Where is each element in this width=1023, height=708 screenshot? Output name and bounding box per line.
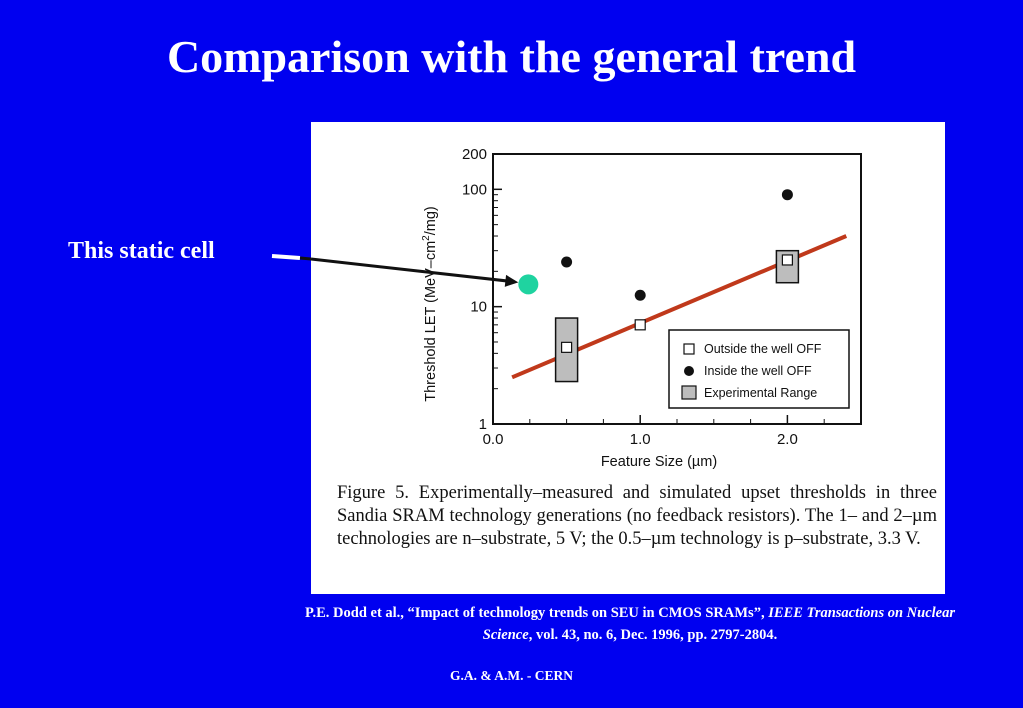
legend-circle-marker	[684, 366, 694, 376]
y-tick-label: 200	[462, 146, 487, 163]
y-tick-label: 10	[470, 299, 487, 316]
inside-well-point	[781, 189, 793, 201]
arrow-joint	[299, 256, 312, 261]
outside-well-point	[561, 341, 573, 353]
arrow-lead	[271, 254, 301, 260]
legend-range-marker	[681, 385, 697, 400]
annotation-label: This static cell	[68, 238, 215, 264]
inside-well-point	[561, 256, 573, 268]
legend-square-marker	[683, 343, 695, 355]
x-tick-label: 0.0	[483, 431, 504, 448]
legend-label: Experimental Range	[704, 386, 817, 400]
citation: P.E. Dodd et al., “Impact of technology …	[300, 602, 960, 646]
outside-well-point	[781, 254, 793, 266]
figure-caption: Figure 5. Experimentally–measured and si…	[337, 483, 937, 549]
legend-label: Outside the well OFF	[704, 342, 822, 356]
slide-title: Comparison with the general trend	[166, 31, 857, 82]
citation-details: , vol. 43, no. 6, Dec. 1996, pp. 2797-28…	[528, 627, 778, 643]
y-axis-label: Threshold LET (MeV–cm2/mg)	[421, 206, 439, 401]
y-tick-label: 100	[462, 181, 487, 198]
figure-panel: 1 10 100 200 0.0 1.0 2.0 Outside the well OFF I…	[311, 122, 945, 594]
outside-well-point	[634, 319, 646, 331]
x-tick-label: 1.0	[630, 431, 651, 448]
citation-journal: IEEE Transactions on Nuclear Science	[482, 605, 956, 643]
inside-well-point	[634, 289, 646, 301]
chart: 1 10 100 200 0.0 1.0 2.0 Outside the well OFF I…	[421, 146, 862, 470]
highlight-point	[518, 274, 539, 295]
citation-authors-title: P.E. Dodd et al., “Impact of technology …	[304, 605, 769, 621]
footer: G.A. & A.M. - CERN	[450, 668, 573, 683]
x-axis-label: Feature Size (µm)	[601, 454, 717, 470]
x-tick-label: 2.0	[777, 431, 798, 448]
y-tick-label: 1	[479, 416, 487, 433]
legend-label: Inside the well OFF	[704, 364, 812, 378]
legend-box	[668, 329, 850, 409]
